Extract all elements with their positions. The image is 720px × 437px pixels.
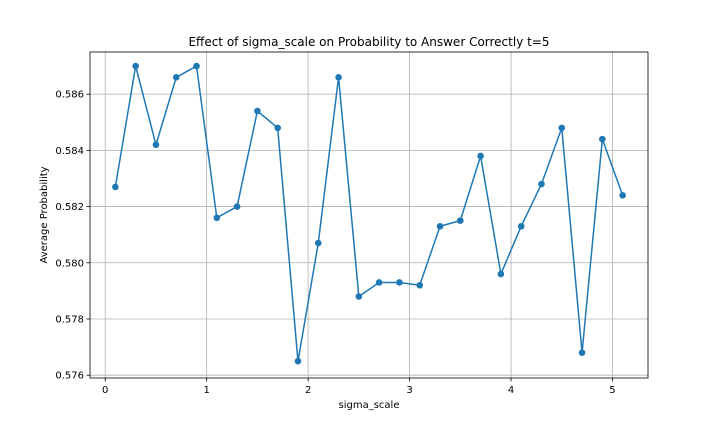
axis-ticks: 0 1 2 3 4 5 0.576 0.578 0.580 0.582 0.584 0.586: [55, 90, 615, 396]
data-series: [112, 62, 626, 365]
x-tick-label: 0: [102, 385, 108, 396]
x-axis-label: sigma_scale: [339, 400, 400, 411]
x-tick-label: 1: [203, 385, 209, 396]
data-point: [558, 124, 566, 132]
data-point: [497, 270, 505, 278]
data-point: [294, 357, 302, 365]
data-point: [132, 62, 139, 70]
data-point: [355, 293, 363, 300]
data-point: [335, 73, 342, 81]
data-point: [457, 217, 464, 224]
plot-area-frame: [89, 51, 649, 379]
data-point: [578, 349, 586, 357]
y-tick-label: 0.578: [55, 314, 84, 325]
data-point: [416, 281, 424, 289]
data-point: [112, 183, 119, 191]
y-tick-label: 0.584: [55, 146, 84, 157]
data-point: [538, 180, 545, 188]
x-tick-label: 4: [508, 385, 514, 396]
x-tick-label: 2: [305, 385, 311, 396]
data-point: [375, 279, 383, 286]
data-point: [396, 279, 403, 286]
y-tick-label: 0.576: [55, 371, 84, 382]
x-tick-label: 3: [406, 385, 412, 396]
y-tick-label: 0.580: [55, 258, 84, 269]
data-point: [314, 239, 322, 247]
y-tick-label: 0.586: [55, 90, 84, 101]
data-point: [599, 135, 606, 143]
data-point: [152, 141, 160, 149]
data-point: [172, 73, 180, 81]
grid-lines: [90, 52, 648, 378]
x-tick-label: 5: [609, 385, 615, 396]
data-point: [233, 203, 241, 210]
data-point: [517, 222, 525, 230]
y-axis-label: Average Probability: [39, 166, 50, 263]
data-point: [477, 152, 484, 160]
y-tick-label: 0.582: [55, 202, 84, 213]
series-line: [114, 65, 624, 362]
data-point: [619, 192, 626, 199]
data-point: [436, 222, 444, 230]
data-point: [274, 124, 281, 132]
data-point: [193, 62, 200, 70]
data-point: [254, 107, 261, 115]
data-point: [213, 214, 221, 222]
chart-title: Effect of sigma_scale on Probability to …: [188, 35, 549, 49]
